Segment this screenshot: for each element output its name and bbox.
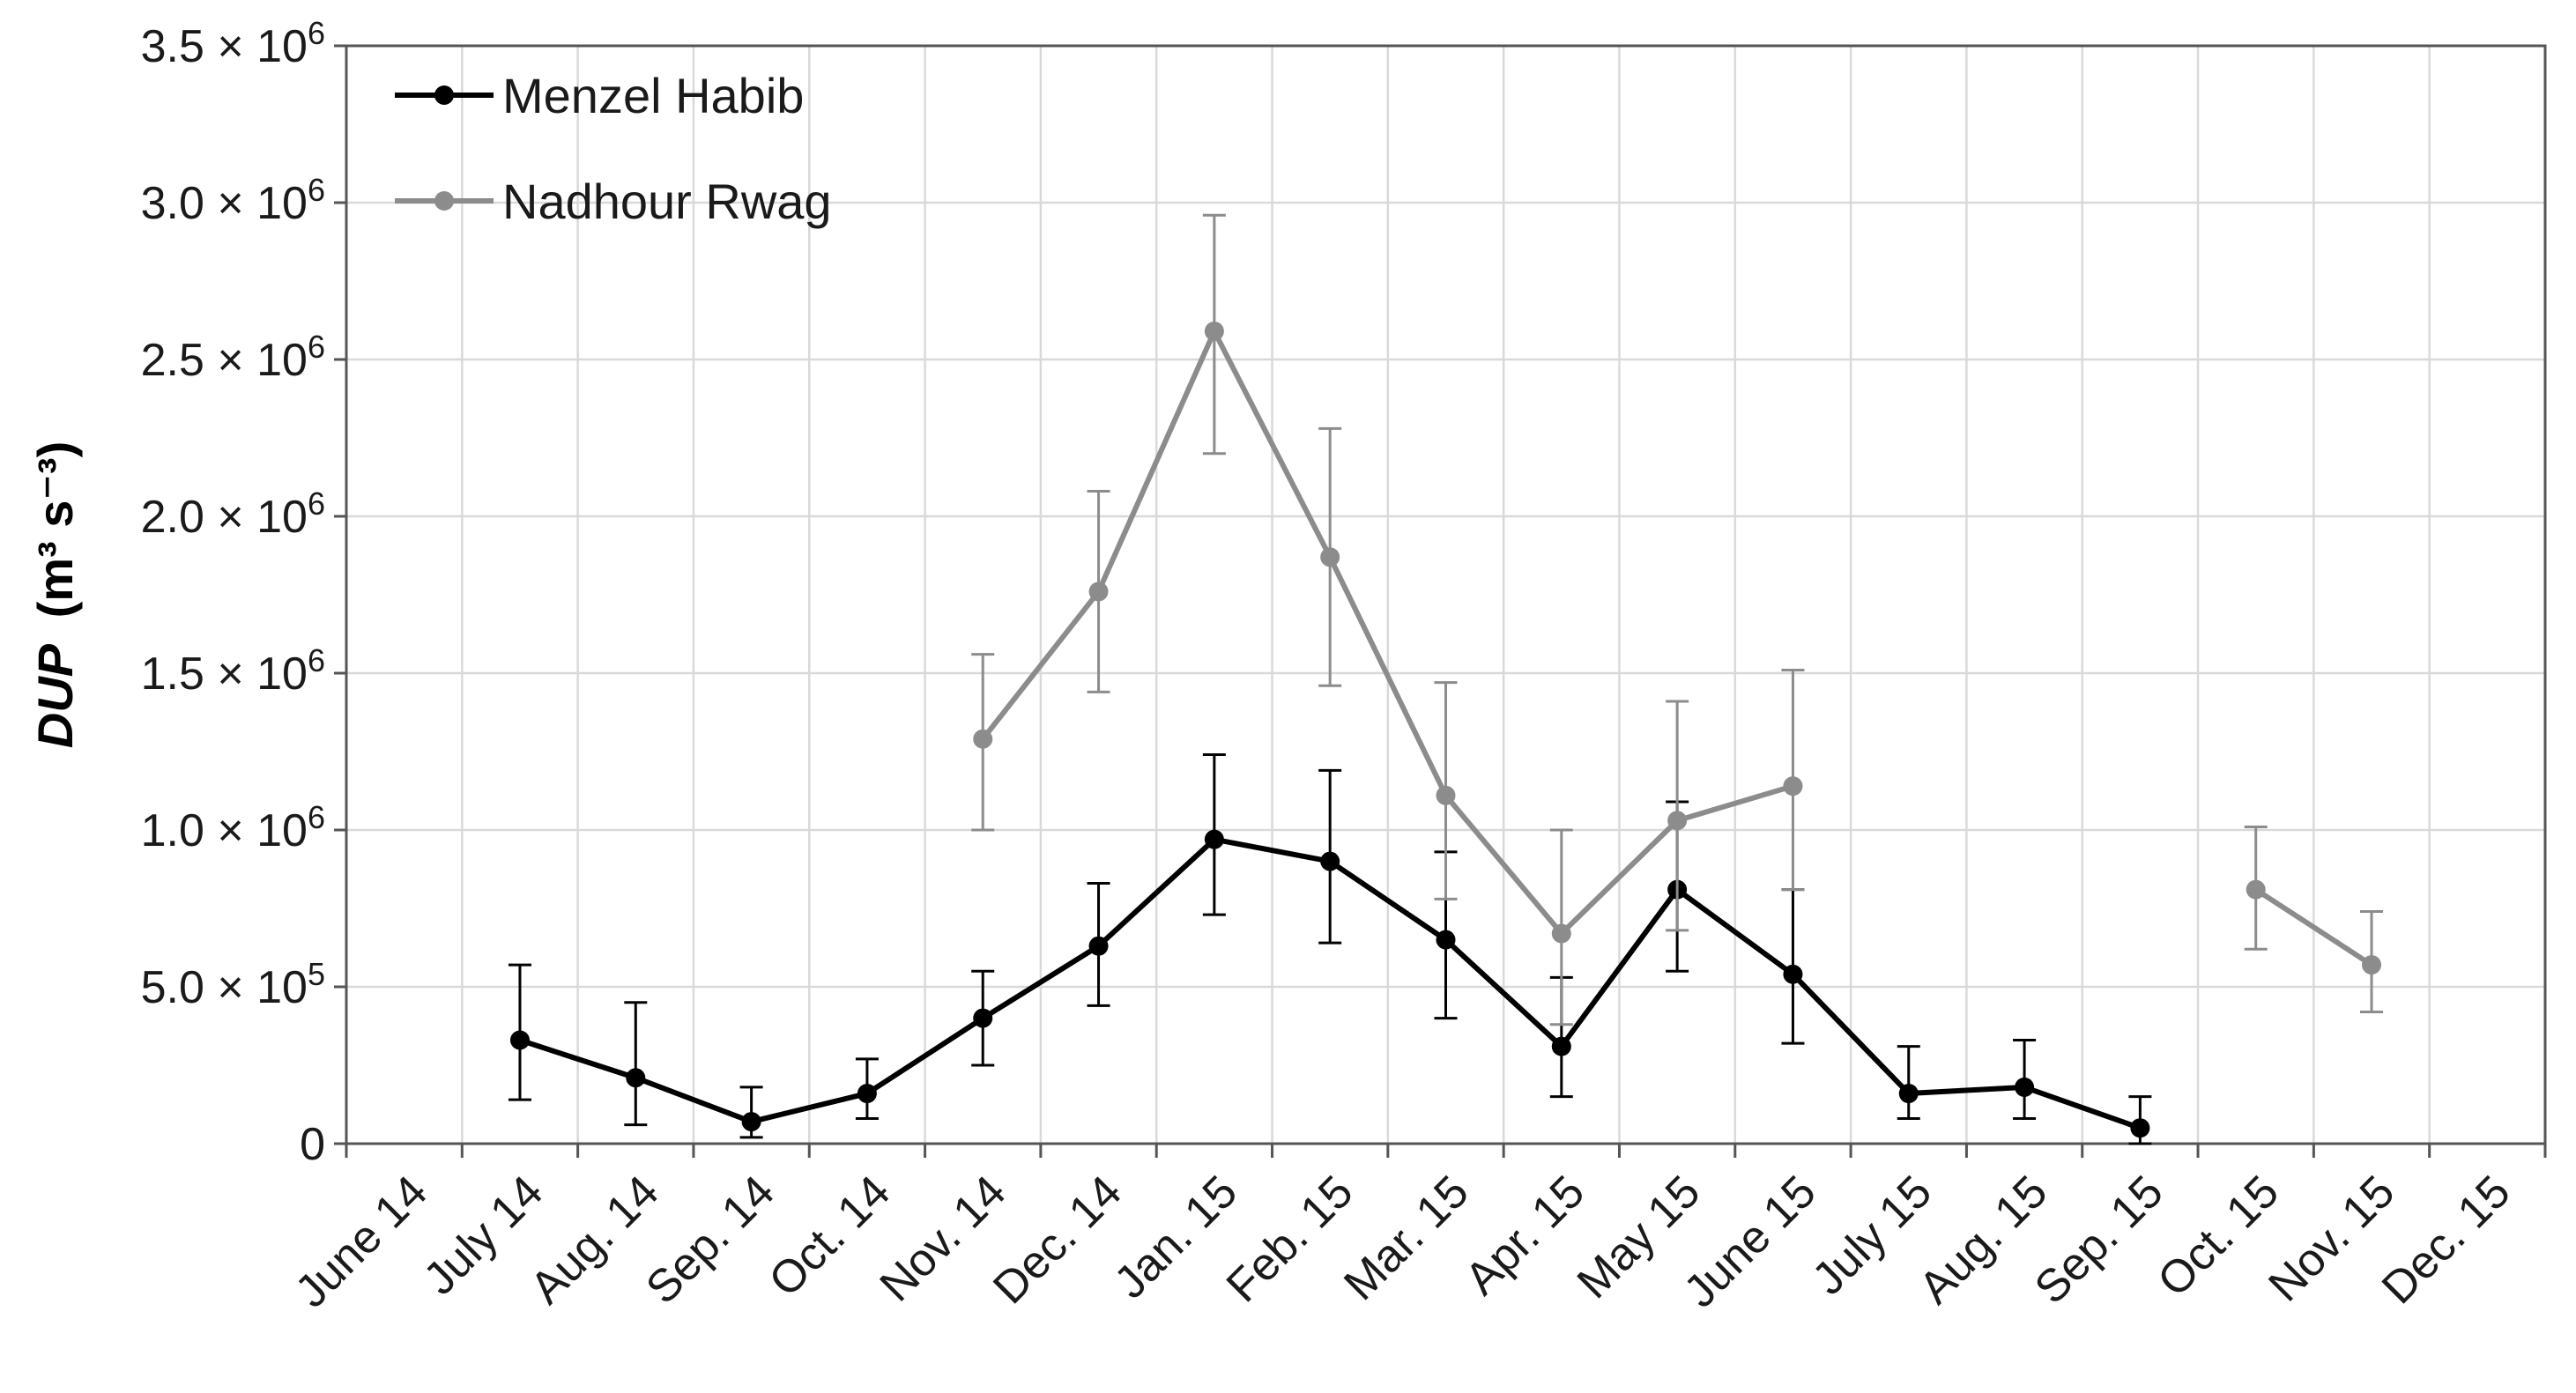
data-point [1667, 811, 1688, 831]
y-tick-mantissa: 1.5 × 10 [141, 648, 308, 700]
y-axis-label-var: DUP [27, 643, 83, 748]
y-tick-exponent: 6 [308, 329, 325, 365]
y-tick-exponent: 6 [308, 485, 325, 522]
y-tick-label: 3.5 × 106 [141, 15, 325, 72]
y-tick-label: 0 [300, 1119, 325, 1170]
y-tick-mantissa: 3.0 × 10 [141, 178, 308, 229]
y-tick-exponent: 6 [308, 15, 325, 51]
data-point [1436, 785, 1456, 805]
series-menzel-habib [508, 753, 2152, 1145]
x-tick-label: Mar. 15 [1334, 1166, 1479, 1310]
data-point [1898, 1084, 1919, 1104]
series-line [980, 328, 1794, 937]
legend-label: Nadhour Rwag [502, 174, 832, 229]
data-point [857, 1084, 877, 1104]
gridlines [346, 44, 2545, 1144]
x-tick-label: Nov. 14 [871, 1166, 1016, 1311]
y-tick-exponent: 5 [308, 956, 325, 992]
legend-item: Menzel Habib [395, 68, 804, 123]
y-tick-label: 2.5 × 106 [141, 329, 325, 386]
legend-label: Menzel Habib [502, 68, 804, 123]
data-point [1204, 829, 1224, 849]
x-tick-label: Nov. 15 [2259, 1166, 2404, 1311]
data-point [1204, 321, 1224, 341]
y-tick-exponent: 6 [308, 172, 325, 208]
y-tick-mantissa: 2.0 × 10 [141, 492, 308, 543]
data-point [973, 1008, 993, 1028]
y-axis-label: DUP (m³ s⁻³) [27, 441, 83, 748]
legend-marker [434, 191, 454, 211]
y-tick-label: 2.0 × 106 [141, 485, 325, 543]
y-tick-label: 3.0 × 106 [141, 172, 325, 229]
data-point [973, 729, 993, 749]
legend-marker [434, 85, 454, 105]
x-tick-label: Dec. 14 [984, 1166, 1132, 1314]
y-tick-label: 1.5 × 106 [141, 642, 325, 700]
x-tick-label: Dec. 15 [2372, 1166, 2520, 1314]
x-tick-label: Jan. 15 [1105, 1166, 1248, 1308]
data-point [1783, 964, 1803, 984]
series-layer [508, 213, 2384, 1145]
legend: Menzel Habib Nadhour Rwag [395, 68, 832, 229]
data-point [626, 1068, 646, 1088]
y-tick-mantissa: 2.5 × 10 [141, 335, 308, 386]
data-point [1551, 923, 1571, 944]
data-point [741, 1112, 761, 1132]
x-tick-label: Oct. 15 [2149, 1166, 2290, 1307]
data-point [1783, 776, 1803, 797]
legend-item: Nadhour Rwag [395, 174, 832, 229]
x-tick-label: Oct. 14 [760, 1166, 901, 1307]
series-line [2254, 887, 2373, 967]
y-tick-exponent: 6 [308, 642, 325, 678]
series-nadhour-rwag [971, 213, 2384, 1026]
data-point [1551, 1036, 1571, 1056]
y-tick-exponent: 6 [308, 799, 325, 835]
x-tick-label: Sep. 15 [2025, 1166, 2173, 1314]
y-tick-label: 1.0 × 106 [141, 799, 325, 856]
data-point [2362, 955, 2382, 975]
data-point [2015, 1077, 2035, 1097]
x-tick-label: Aug. 15 [1910, 1166, 2058, 1314]
x-tick-label: Aug. 14 [521, 1166, 669, 1314]
data-point [509, 1030, 530, 1050]
data-point [2246, 879, 2266, 900]
y-axis-label-unit: (m³ s⁻³) [27, 441, 83, 619]
y-tick-mantissa: 3.5 × 10 [141, 21, 308, 72]
x-tick-label: Apr. 15 [1456, 1166, 1595, 1305]
plot-area-frame [345, 44, 2547, 1145]
data-point [1320, 547, 1340, 567]
x-tick-label: June 14 [286, 1166, 437, 1317]
data-point [1436, 930, 1456, 950]
x-tick-label: Sep. 14 [636, 1166, 784, 1314]
x-tick-label: Feb. 15 [1217, 1166, 1363, 1312]
y-tick-mantissa: 5.0 × 10 [141, 962, 308, 1013]
data-point [2130, 1118, 2150, 1138]
y-tick-label: 5.0 × 105 [141, 956, 325, 1013]
x-tick-label: June 15 [1674, 1166, 1826, 1317]
y-tick-mantissa: 0 [300, 1119, 325, 1170]
y-tick-mantissa: 1.0 × 10 [141, 805, 308, 856]
data-point [1320, 851, 1340, 871]
data-point [1088, 582, 1109, 602]
data-point [1088, 936, 1109, 956]
